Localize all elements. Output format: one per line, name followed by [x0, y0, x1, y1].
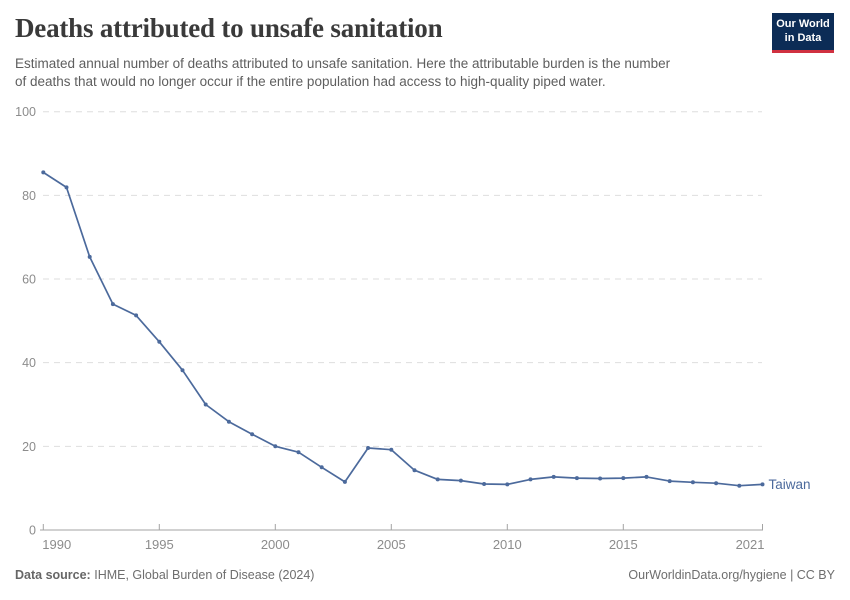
data-point[interactable]	[598, 476, 603, 481]
data-point[interactable]	[667, 479, 672, 484]
line-chart[interactable]: 0 20 40 60 80 100 1990 1995 2000 2005 2010 2015 2021…	[0, 100, 850, 562]
data-point[interactable]	[714, 481, 719, 486]
credit-link[interactable]: OurWorldinData.org/hygiene | CC BY	[628, 568, 835, 582]
data-source-text: IHME, Global Burden of Disease (2024)	[94, 568, 315, 582]
chart-subtitle-line2: of deaths that would no longer occur if …	[15, 74, 606, 89]
y-axis-tick-label: 60	[22, 273, 36, 287]
data-point[interactable]	[319, 465, 324, 470]
data-line-taiwan[interactable]	[42, 171, 764, 487]
data-point[interactable]	[273, 444, 278, 449]
data-point[interactable]	[203, 402, 208, 407]
series-end-label[interactable]: Taiwan	[769, 477, 811, 492]
y-axis-tick-label: 100	[15, 105, 36, 119]
data-point[interactable]	[226, 419, 231, 424]
data-point[interactable]	[621, 476, 626, 481]
x-axis-tick-label: 1990	[42, 537, 71, 552]
data-point[interactable]	[760, 482, 765, 487]
chart-canvas[interactable]: 0 20 40 60 80 100 1990 1995 2000 2005 2010 2015 2021…	[0, 100, 850, 562]
data-point[interactable]	[157, 339, 162, 344]
data-point[interactable]	[134, 313, 139, 318]
x-axis-tick-label: 2005	[377, 537, 406, 552]
data-point[interactable]	[87, 254, 92, 259]
data-point[interactable]	[574, 476, 579, 481]
x-axis-tick-label: 2010	[493, 537, 522, 552]
y-axis-tick-label: 80	[22, 189, 36, 203]
data-point[interactable]	[342, 479, 347, 484]
data-source: Data source: IHME, Global Burden of Dise…	[15, 568, 314, 582]
owid-logo-line2: in Data	[784, 31, 822, 44]
data-point[interactable]	[412, 468, 417, 473]
y-axis-tick-label: 40	[22, 356, 36, 370]
data-point[interactable]	[250, 432, 255, 437]
data-point[interactable]	[737, 483, 742, 488]
data-point[interactable]	[389, 447, 394, 452]
data-point[interactable]	[435, 477, 440, 482]
data-point[interactable]	[64, 185, 69, 190]
chart-footer: Data source: IHME, Global Burden of Dise…	[15, 568, 835, 582]
x-axis-tick-label: 2015	[609, 537, 638, 552]
data-point[interactable]	[296, 450, 301, 455]
data-point[interactable]	[690, 480, 695, 485]
data-point[interactable]	[110, 302, 115, 307]
data-point[interactable]	[528, 477, 533, 482]
data-point[interactable]	[644, 474, 649, 479]
x-axis-tick-label: 2000	[261, 537, 290, 552]
chart-subtitle-line1: Estimated annual number of deaths attrib…	[15, 56, 671, 71]
x-axis-tick-label: 2021	[736, 537, 765, 552]
data-point[interactable]	[180, 368, 185, 373]
page-title: Deaths attributed to unsafe sanitation	[15, 13, 443, 43]
y-axis-tick-label: 0	[29, 524, 36, 538]
chart-subtitle: Estimated annual number of deaths attrib…	[15, 55, 670, 91]
data-point[interactable]	[482, 482, 487, 486]
data-point[interactable]	[505, 482, 510, 487]
owid-logo-line1: Our World	[776, 18, 830, 30]
data-point[interactable]	[551, 474, 556, 479]
data-source-label: Data source:	[15, 568, 91, 582]
data-point[interactable]	[366, 446, 371, 450]
data-point[interactable]	[458, 478, 463, 483]
y-axis-tick-label: 20	[22, 440, 36, 454]
owid-logo[interactable]: Our World in Data	[772, 13, 834, 53]
x-axis-tick-label: 1995	[145, 537, 174, 552]
data-point[interactable]	[41, 170, 46, 175]
